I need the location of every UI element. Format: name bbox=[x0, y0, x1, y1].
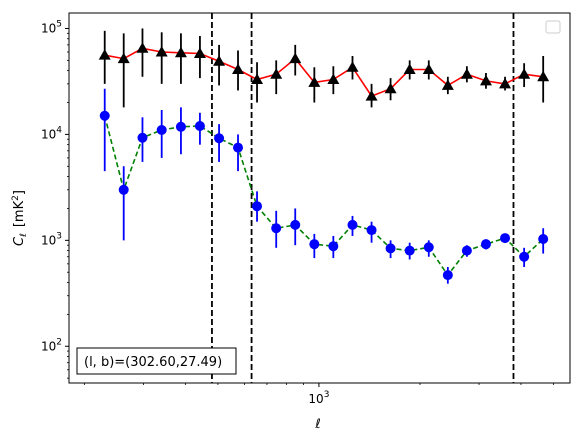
x-tick-label: 103 bbox=[308, 390, 329, 406]
data-point bbox=[232, 63, 245, 74]
data-point bbox=[174, 46, 187, 58]
data-point bbox=[365, 90, 378, 101]
data-point bbox=[252, 201, 263, 212]
data-point bbox=[499, 77, 512, 89]
annotation-frame bbox=[76, 347, 237, 375]
data-point bbox=[117, 52, 130, 64]
data-point bbox=[327, 73, 340, 84]
annotation-text: (l, b)=(302.60,27.49) bbox=[84, 355, 222, 370]
y-tick-label: 102 bbox=[41, 337, 62, 353]
y-tick-label: 104 bbox=[41, 125, 62, 141]
series-line bbox=[104, 47, 544, 98]
data-point bbox=[270, 68, 283, 79]
data-point bbox=[385, 243, 396, 254]
legend-box bbox=[545, 20, 561, 34]
series-0 bbox=[98, 28, 550, 108]
vertical-reference-lines bbox=[211, 13, 515, 383]
data-point bbox=[422, 63, 435, 74]
data-point bbox=[251, 73, 264, 84]
data-point bbox=[308, 76, 321, 87]
data-point bbox=[137, 132, 148, 143]
data-point bbox=[233, 142, 244, 153]
y-axis-label: Cℓ[mK2] bbox=[11, 190, 29, 246]
data-point bbox=[461, 245, 472, 256]
data-point bbox=[479, 74, 492, 86]
data-point bbox=[538, 233, 549, 244]
axes-layer: 102 103 104 105 103 bbox=[41, 19, 554, 406]
data-point bbox=[175, 121, 186, 132]
data-point bbox=[155, 45, 168, 57]
series-layer bbox=[98, 28, 550, 284]
data-point bbox=[403, 63, 416, 74]
data-point bbox=[423, 242, 434, 253]
data-point bbox=[156, 125, 167, 136]
x-axis-label: ℓ bbox=[314, 417, 320, 432]
data-point bbox=[193, 47, 206, 59]
data-point bbox=[214, 133, 225, 144]
data-point bbox=[347, 219, 358, 230]
data-point bbox=[537, 70, 550, 82]
data-point bbox=[136, 42, 149, 53]
y-tick-label: 103 bbox=[41, 231, 62, 247]
data-point bbox=[480, 239, 491, 250]
series-1 bbox=[99, 88, 549, 284]
data-point bbox=[290, 219, 301, 230]
data-point bbox=[271, 223, 282, 234]
data-point bbox=[328, 241, 339, 252]
data-point bbox=[289, 52, 302, 64]
data-point bbox=[442, 270, 453, 281]
data-point bbox=[346, 61, 359, 72]
data-point bbox=[366, 225, 377, 236]
plot-area-frame bbox=[68, 12, 571, 384]
data-point bbox=[309, 239, 320, 250]
y-tick-label: 105 bbox=[41, 19, 62, 35]
series-line bbox=[103, 115, 544, 277]
data-point bbox=[404, 245, 415, 256]
data-point bbox=[384, 82, 397, 94]
data-point bbox=[460, 68, 473, 79]
data-point bbox=[213, 55, 226, 66]
data-point bbox=[194, 121, 205, 132]
data-point bbox=[98, 49, 111, 60]
data-point bbox=[441, 79, 454, 90]
data-point bbox=[500, 233, 511, 244]
data-point bbox=[118, 184, 129, 195]
annotation-box: (l, b)=(302.60,27.49) bbox=[76, 347, 237, 375]
data-point bbox=[99, 110, 110, 121]
data-point bbox=[519, 251, 530, 262]
data-point bbox=[518, 68, 531, 79]
